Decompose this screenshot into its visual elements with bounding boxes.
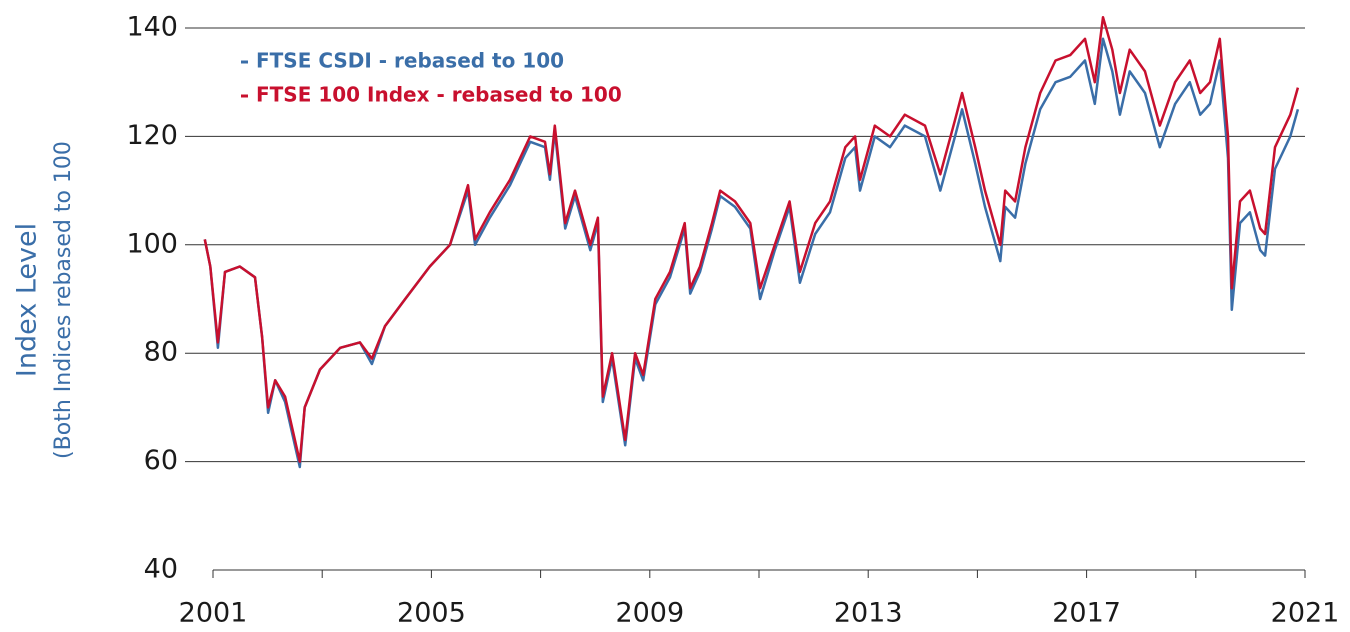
x-tick-label: 2005 [397, 598, 466, 629]
x-tick-label: 2009 [615, 598, 684, 629]
legend-label: FTSE 100 Index - rebased to 100 [256, 83, 622, 107]
x-tick-label: 2001 [179, 598, 248, 629]
y-tick-label: 80 [144, 337, 178, 368]
y-tick-label: 40 [144, 554, 178, 585]
y-axis-label: Index Level [12, 223, 43, 377]
y-tick-label: 60 [144, 445, 178, 476]
y-tick-label: 100 [126, 228, 178, 259]
x-tick-label: 2013 [834, 598, 903, 629]
legend-label: FTSE CSDI - rebased to 100 [256, 49, 564, 73]
x-tick-label: 2017 [1052, 598, 1121, 629]
legend-swatch [241, 60, 248, 64]
x-tick-label: 2021 [1271, 598, 1340, 629]
legend-swatch [241, 94, 248, 98]
y-tick-label: 140 [126, 12, 178, 43]
series-line [203, 15, 1300, 463]
y-tick-label: 120 [126, 120, 178, 151]
y-axis-sublabel: (Both Indices rebased to 100 [51, 141, 76, 459]
